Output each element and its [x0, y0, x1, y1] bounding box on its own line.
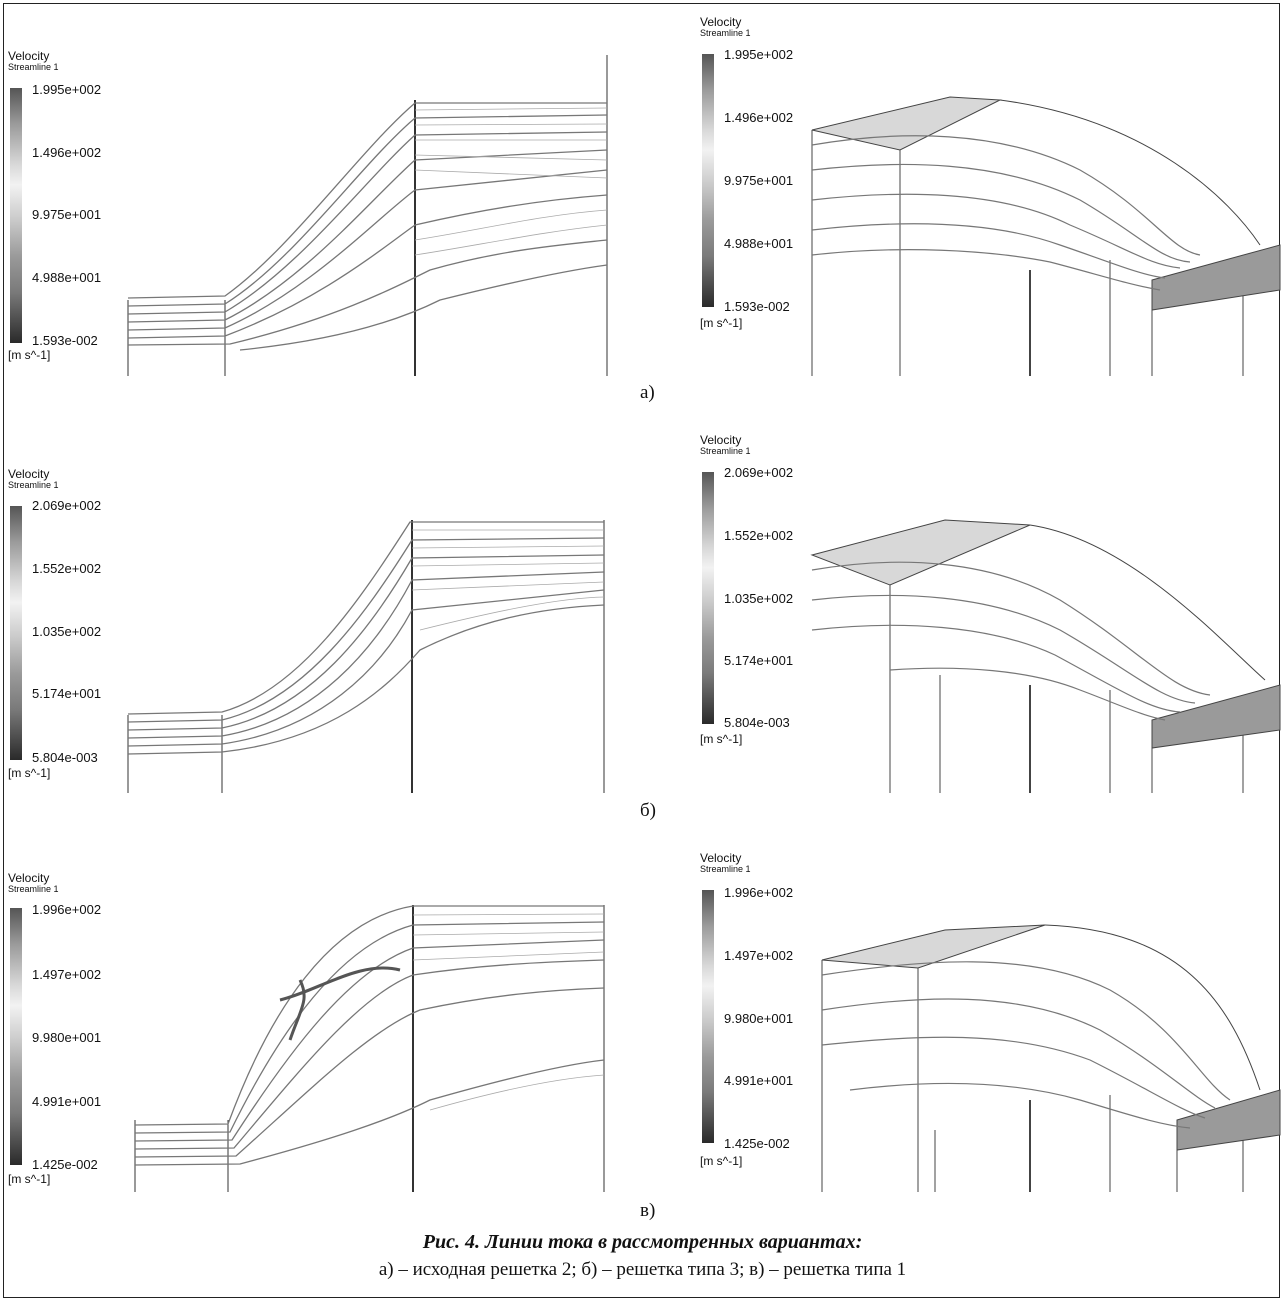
legend-tick: 9.980e+001 — [724, 1011, 794, 1026]
legend-tick: 4.991e+001 — [32, 1094, 102, 1109]
legend-tick: 1.995e+002 — [724, 47, 794, 62]
legend-unit: [m s^-1] — [8, 766, 51, 780]
color-bar — [10, 88, 22, 343]
figure-caption-description: а) – исходная решетка 2; б) – решетка ти… — [378, 1259, 907, 1280]
legend-tick: 1.497e+002 — [32, 967, 102, 982]
legend-tick: 5.804e-003 — [32, 750, 98, 765]
legend-unit: [m s^-1] — [700, 732, 743, 746]
legend-unit: [m s^-1] — [8, 1172, 51, 1186]
legend-tick: 1.425e-002 — [32, 1157, 98, 1172]
figure-caption-title: Рис. 4. Линии тока в рассмотренных вариа… — [422, 1231, 863, 1253]
legend-tick: 1.496e+002 — [724, 110, 794, 125]
legend-unit: [m s^-1] — [8, 348, 51, 362]
legend-unit: [m s^-1] — [700, 316, 743, 330]
legend-tick: 4.991e+001 — [724, 1073, 794, 1088]
legend-tick: 4.988e+001 — [724, 236, 794, 251]
legend-c-right: Velocity Streamline 1 1.996e+002 1.497e+… — [700, 852, 860, 1182]
color-bar — [10, 506, 22, 760]
legend-b-left: Velocity Streamline 1 2.069e+002 1.552e+… — [8, 468, 168, 788]
legend-title: Velocity — [8, 467, 50, 481]
legend-tick: 1.552e+002 — [32, 561, 102, 576]
legend-subtitle: Streamline 1 — [8, 62, 59, 72]
legend-tick: 2.069e+002 — [724, 465, 794, 480]
legend-tick: 9.975e+001 — [724, 173, 794, 188]
legend-tick: 1.995e+002 — [32, 82, 102, 97]
legend-tick: 4.988e+001 — [32, 270, 102, 285]
legend-tick: 1.593e-002 — [724, 299, 790, 314]
legend-title: Velocity — [8, 49, 50, 63]
legend-tick: 5.804e-003 — [724, 715, 790, 730]
legend-tick: 1.552e+002 — [724, 528, 794, 543]
legend-c-left: Velocity Streamline 1 1.996e+002 1.497e+… — [8, 872, 168, 1192]
sublabel-a: а) — [640, 382, 655, 403]
legend-title: Velocity — [700, 851, 742, 865]
legend-tick: 1.497e+002 — [724, 948, 794, 963]
legend-subtitle: Streamline 1 — [700, 446, 751, 456]
legend-tick: 1.996e+002 — [724, 885, 794, 900]
legend-subtitle: Streamline 1 — [700, 28, 751, 38]
legend-subtitle: Streamline 1 — [700, 864, 751, 874]
color-bar — [10, 908, 22, 1165]
color-bar — [702, 890, 714, 1143]
legend-title: Velocity — [8, 871, 50, 885]
legend-tick: 1.593e-002 — [32, 333, 98, 348]
legend-tick: 1.425e-002 — [724, 1136, 790, 1151]
legend-subtitle: Streamline 1 — [8, 480, 59, 490]
legend-a-left: Velocity Streamline 1 1.995e+002 1.496e+… — [8, 50, 168, 370]
sublabel-b: б) — [640, 800, 656, 821]
legend-tick: 1.035e+002 — [724, 591, 794, 606]
legend-tick: 5.174e+001 — [724, 653, 794, 668]
legend-subtitle: Streamline 1 — [8, 884, 59, 894]
legend-a-right: Velocity Streamline 1 1.995e+002 1.496e+… — [700, 16, 860, 346]
legend-title: Velocity — [700, 15, 742, 29]
color-bar — [702, 54, 714, 307]
legend-unit: [m s^-1] — [700, 1154, 743, 1168]
legend-tick: 1.996e+002 — [32, 902, 102, 917]
legend-tick: 9.975e+001 — [32, 207, 102, 222]
legend-tick: 1.035e+002 — [32, 624, 102, 639]
sublabel-c: в) — [640, 1200, 656, 1221]
legend-b-right: Velocity Streamline 1 2.069e+002 1.552e+… — [700, 434, 860, 764]
color-bar — [702, 472, 714, 724]
legend-title: Velocity — [700, 433, 742, 447]
legend-tick: 1.496e+002 — [32, 145, 102, 160]
figure-frame — [3, 3, 1280, 1298]
legend-tick: 5.174e+001 — [32, 686, 102, 701]
legend-tick: 2.069e+002 — [32, 498, 102, 513]
legend-tick: 9.980e+001 — [32, 1030, 102, 1045]
